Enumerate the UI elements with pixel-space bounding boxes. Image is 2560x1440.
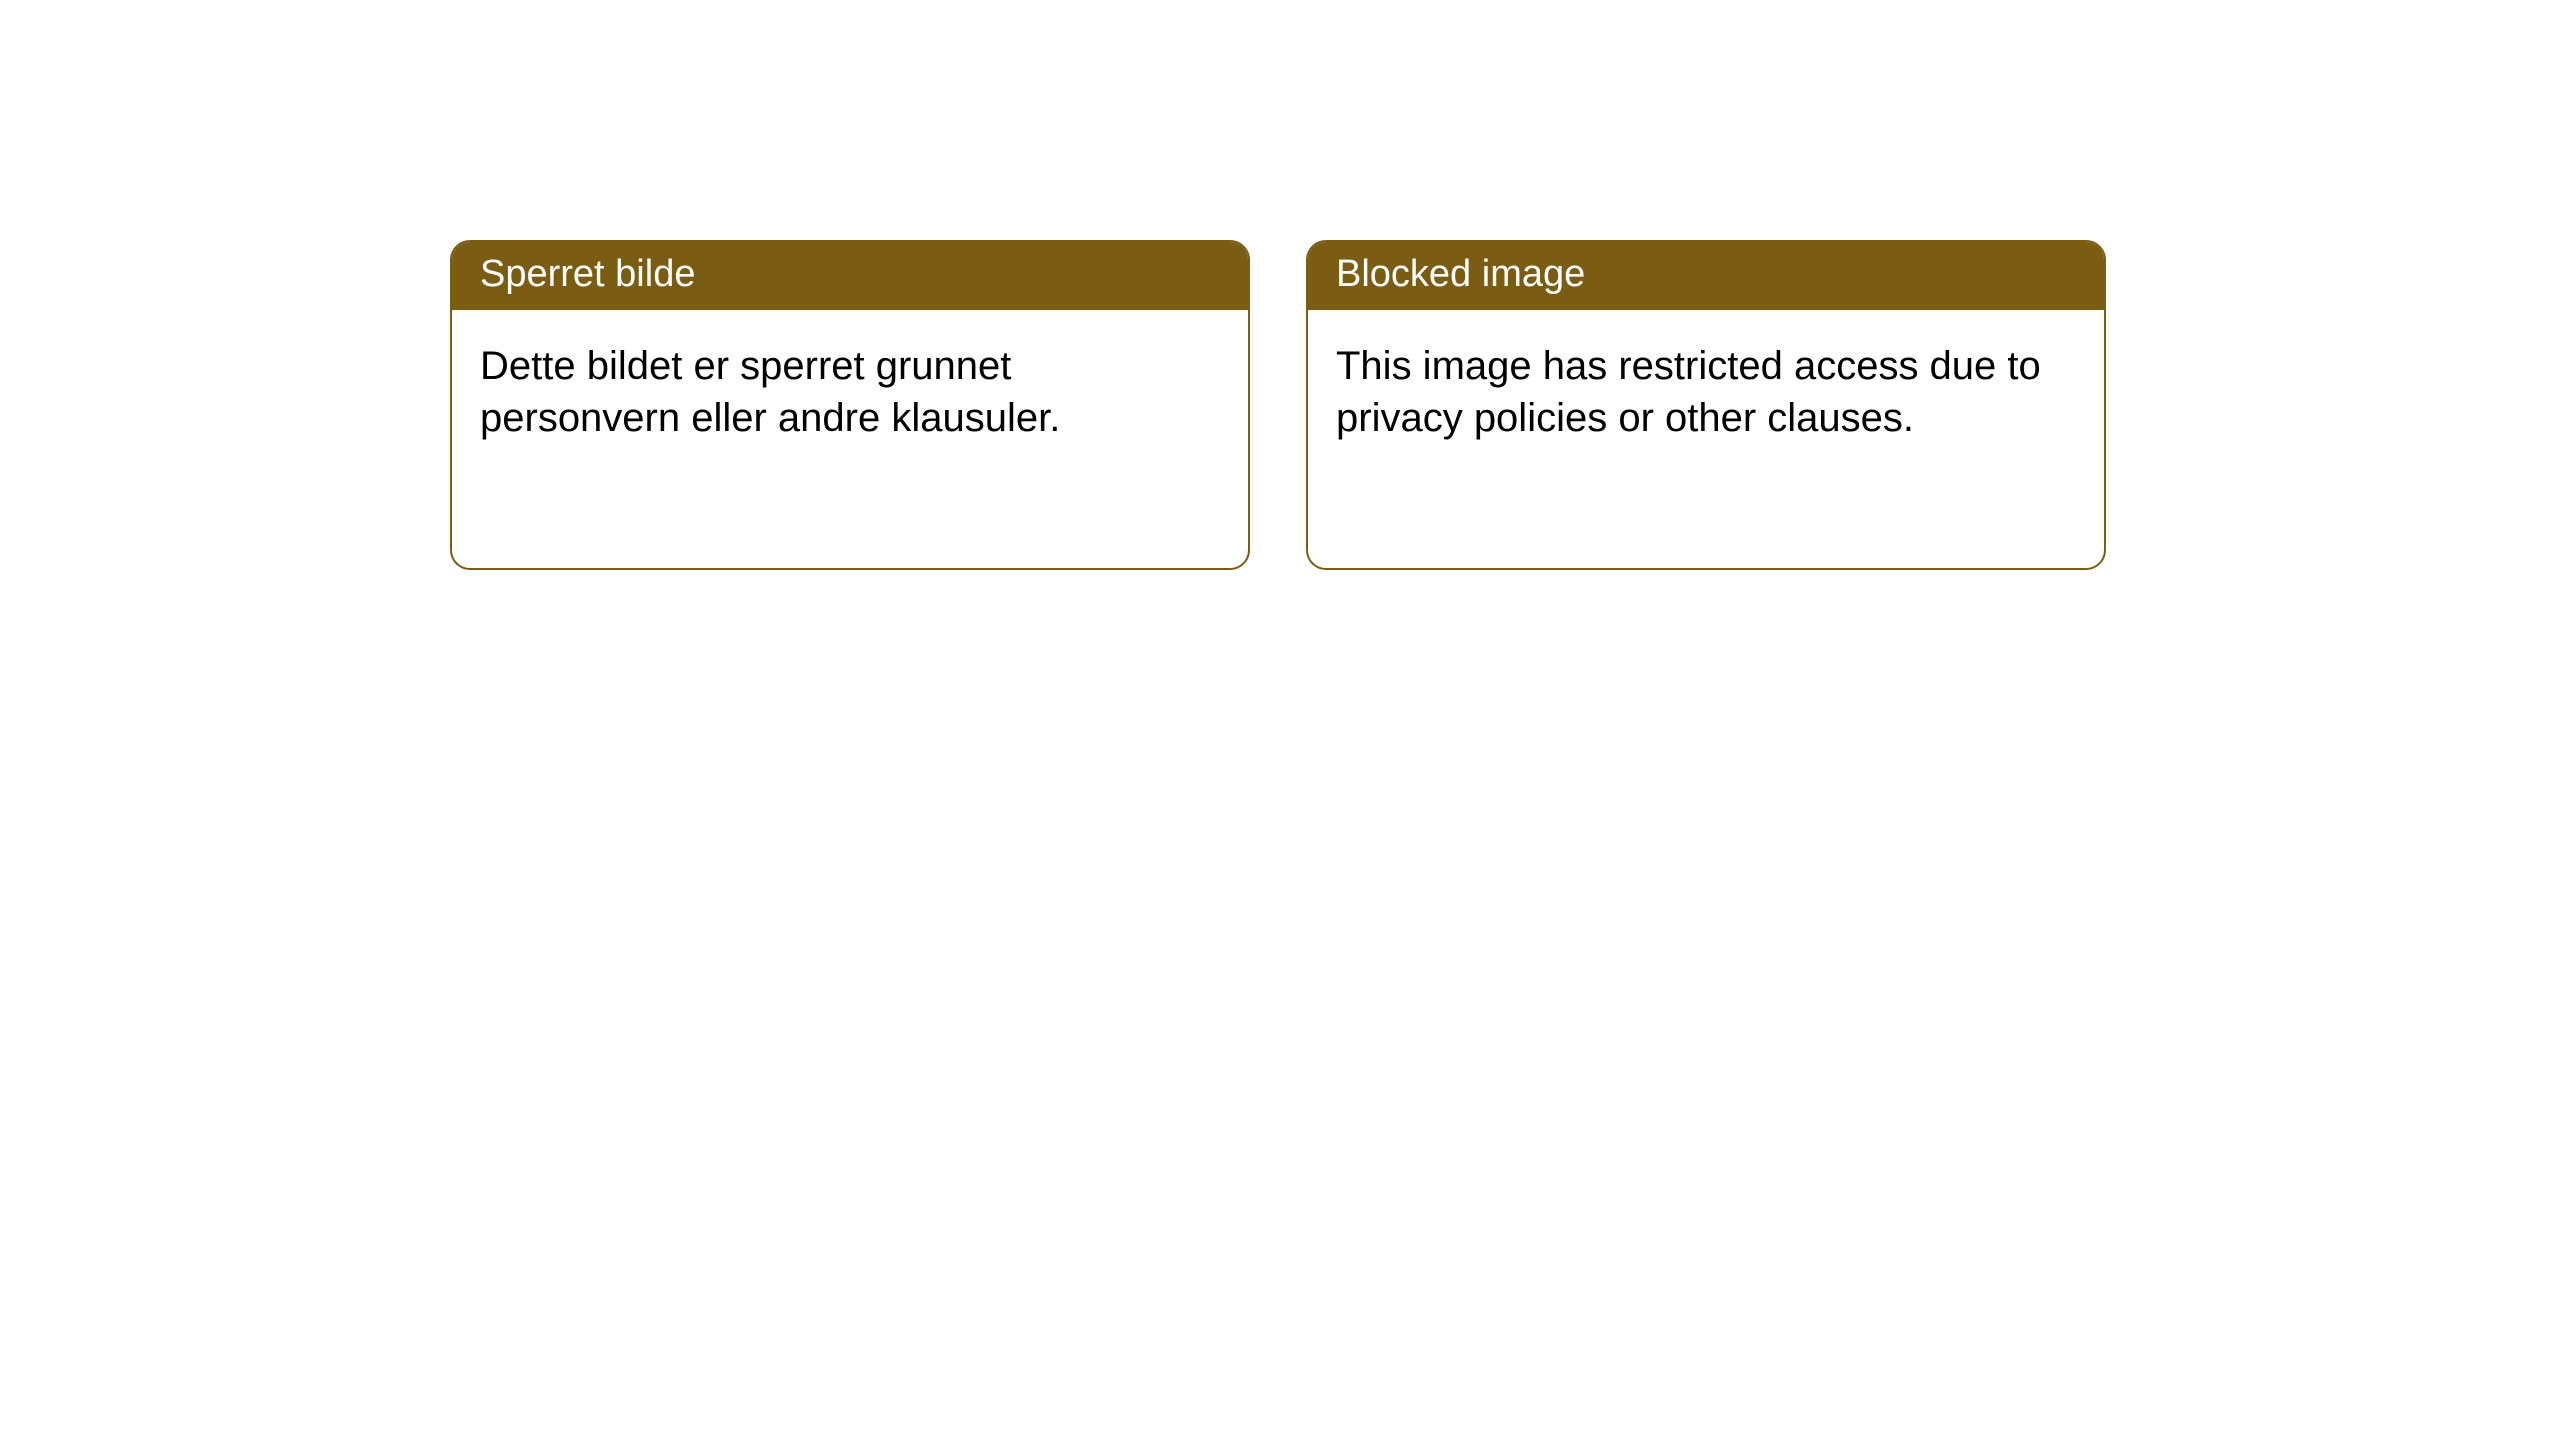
notice-card-english: Blocked image This image has restricted …	[1306, 240, 2106, 570]
card-body-text: Dette bildet er sperret grunnet personve…	[480, 344, 1060, 440]
notice-card-norwegian: Sperret bilde Dette bildet er sperret gr…	[450, 240, 1250, 570]
card-header: Sperret bilde	[452, 242, 1248, 310]
card-title: Blocked image	[1336, 253, 1585, 295]
card-body: This image has restricted access due to …	[1308, 310, 2104, 474]
notice-container: Sperret bilde Dette bildet er sperret gr…	[450, 240, 2106, 570]
card-body: Dette bildet er sperret grunnet personve…	[452, 310, 1248, 474]
card-header: Blocked image	[1308, 242, 2104, 310]
card-title: Sperret bilde	[480, 253, 695, 295]
card-body-text: This image has restricted access due to …	[1336, 344, 2041, 440]
